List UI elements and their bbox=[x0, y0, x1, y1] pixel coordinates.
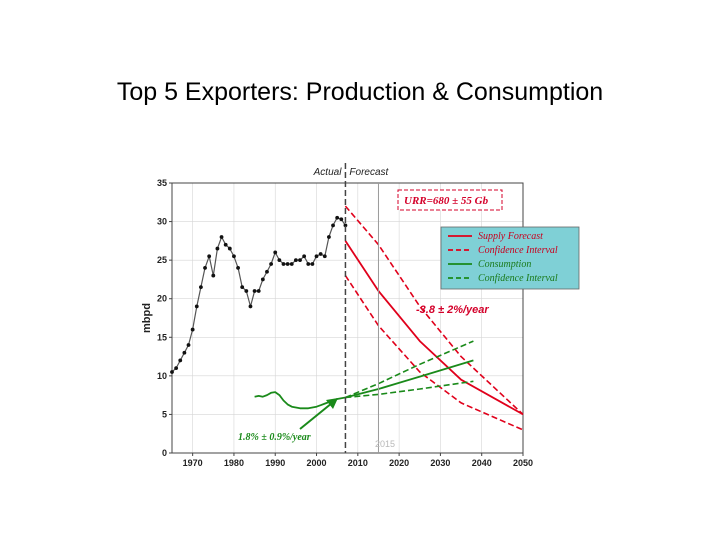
y-tick-label: 20 bbox=[157, 294, 167, 304]
x-tick-label: 2040 bbox=[472, 458, 492, 468]
forecast-label: Forecast bbox=[349, 167, 389, 178]
production-point bbox=[244, 289, 249, 293]
production-point bbox=[199, 285, 203, 290]
production-point bbox=[318, 252, 323, 256]
production-point bbox=[178, 358, 183, 363]
production-markers bbox=[170, 215, 348, 374]
production-point bbox=[182, 350, 187, 355]
x-tick-label: 2050 bbox=[513, 458, 533, 468]
production-point bbox=[269, 262, 274, 266]
consumption-forecast-line bbox=[345, 359, 474, 399]
y-tick-label: 15 bbox=[157, 332, 167, 342]
y-axis-ticks: 0 5 10 15 20 25 30 35 bbox=[157, 178, 172, 458]
production-point bbox=[207, 254, 212, 259]
production-point bbox=[306, 262, 311, 266]
production-point bbox=[265, 269, 269, 274]
production-point bbox=[211, 273, 216, 278]
production-point bbox=[260, 277, 265, 282]
x-tick-label: 2030 bbox=[430, 458, 450, 468]
consumption-upper-ci-line bbox=[345, 340, 474, 399]
production-point bbox=[273, 250, 278, 255]
production-point bbox=[252, 289, 257, 293]
production-point bbox=[170, 370, 174, 374]
production-actual-line bbox=[171, 217, 346, 373]
production-point bbox=[310, 262, 315, 266]
y-tick-label: 0 bbox=[162, 448, 167, 458]
production-point bbox=[302, 254, 307, 259]
production-point bbox=[285, 262, 290, 266]
y-tick-label: 5 bbox=[162, 409, 167, 419]
actual-label: Actual bbox=[313, 167, 343, 178]
urr-annotation: URR=680 ± 55 Gb bbox=[397, 189, 503, 211]
production-point bbox=[343, 223, 348, 228]
x-tick-label: 1970 bbox=[183, 458, 203, 468]
decline-rate-label: -3.8 ± 2%/year bbox=[416, 304, 489, 316]
year-2015-annotation: 2015 bbox=[375, 439, 395, 449]
legend-label: Confidence Interval bbox=[478, 273, 558, 284]
x-tick-label: 2020 bbox=[389, 458, 409, 468]
x-tick-label: 1980 bbox=[224, 458, 244, 468]
x-axis-ticks: 1970 1980 1990 2000 2010 2020 2030 2040 2050 bbox=[183, 453, 533, 468]
y-tick-label: 10 bbox=[157, 371, 167, 381]
production-point bbox=[335, 215, 340, 220]
supply-forecast-upper-ci-line bbox=[344, 205, 524, 415]
production-point bbox=[289, 262, 294, 266]
production-point bbox=[236, 265, 240, 270]
production-point bbox=[219, 235, 224, 239]
consumption-lower-ci-line bbox=[345, 380, 474, 399]
production-point bbox=[277, 258, 282, 263]
production-point bbox=[223, 242, 228, 247]
y-tick-label: 30 bbox=[157, 217, 167, 227]
production-point bbox=[227, 246, 232, 251]
supply-forecast-lower-ci-line bbox=[344, 275, 524, 431]
grid bbox=[172, 183, 523, 453]
production-point bbox=[281, 262, 286, 266]
production-point bbox=[327, 235, 331, 239]
legend-label: Confidence Interval bbox=[478, 245, 558, 256]
x-tick-label: 2000 bbox=[307, 458, 327, 468]
x-tick-label: 1990 bbox=[265, 458, 285, 468]
production-point bbox=[293, 258, 298, 263]
production-point bbox=[203, 265, 207, 270]
production-point bbox=[298, 258, 302, 263]
production-point bbox=[339, 217, 344, 222]
production-point bbox=[331, 223, 335, 228]
growth-rate-label: 1.8% ± 0.9%/year bbox=[238, 432, 311, 443]
production-point bbox=[190, 327, 195, 332]
legend: Supply Forecast Confidence Interval Consum… bbox=[440, 226, 580, 290]
plot-frame bbox=[171, 182, 524, 454]
urr-label: URR=680 ± 55 Gb bbox=[404, 195, 489, 207]
production-point bbox=[174, 366, 179, 371]
production-point bbox=[314, 254, 319, 259]
growth-arrow bbox=[299, 398, 338, 430]
production-point bbox=[256, 289, 261, 293]
production-point bbox=[248, 304, 253, 309]
y-tick-label: 35 bbox=[157, 178, 167, 188]
legend-label: Supply Forecast bbox=[478, 231, 543, 242]
production-point bbox=[240, 285, 245, 290]
supply-forecast-line bbox=[344, 240, 524, 416]
y-tick-label: 25 bbox=[157, 255, 167, 265]
y-axis-label: mbpd bbox=[141, 303, 153, 333]
slide-title: Top 5 Exporters: Production & Consumptio… bbox=[116, 78, 604, 106]
production-point bbox=[194, 304, 199, 309]
production-point bbox=[215, 246, 220, 251]
production-point bbox=[186, 343, 191, 347]
legend-label: Consumption bbox=[478, 259, 531, 270]
x-tick-label: 2010 bbox=[348, 458, 368, 468]
production-point bbox=[322, 254, 327, 259]
production-point bbox=[232, 254, 236, 259]
